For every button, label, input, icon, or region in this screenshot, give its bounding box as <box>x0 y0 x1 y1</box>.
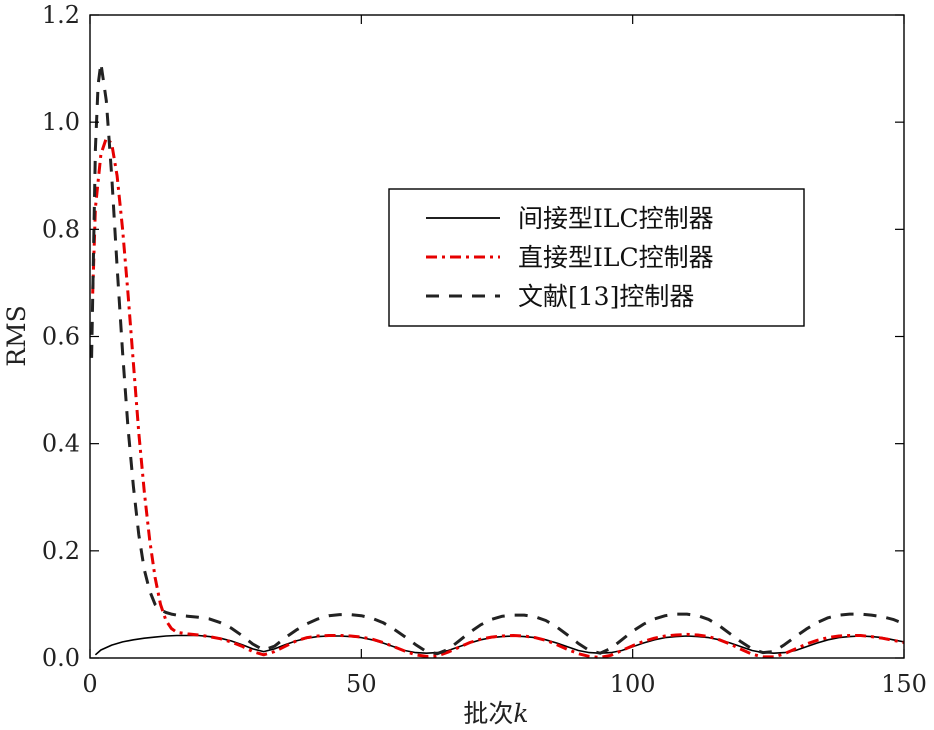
x-tick-label: 100 <box>610 670 656 698</box>
x-tick-label: 0 <box>82 670 97 698</box>
y-tick-label: 1.0 <box>42 108 80 136</box>
x-tick-label: 50 <box>346 670 377 698</box>
y-tick-label: 0.8 <box>42 215 80 243</box>
y-tick-label: 0.6 <box>42 323 80 351</box>
x-axis-title-text: 批次 <box>463 699 513 728</box>
legend-label-series-2: 直接型ILC控制器 <box>518 243 714 272</box>
series-line-2 <box>91 136 905 659</box>
legend-label-series-3: 文献[13]控制器 <box>518 282 694 311</box>
x-axis-title-variable: k <box>513 699 528 728</box>
y-axis-title: RMS <box>2 305 31 367</box>
legend-label-series-1: 间接型ILC控制器 <box>518 204 714 233</box>
y-tick-label: 1.2 <box>42 1 80 29</box>
y-tick-label: 0.2 <box>42 537 80 565</box>
y-tick-label: 0.0 <box>42 644 80 672</box>
series-layer <box>90 61 905 659</box>
y-tick-label: 0.4 <box>42 430 80 458</box>
ticks-layer <box>89 14 905 659</box>
x-axis-title: 批次k <box>463 699 528 728</box>
legend: 间接型ILC控制器 直接型ILC控制器 文献[13]控制器 <box>388 188 805 327</box>
x-tick-label: 150 <box>881 670 927 698</box>
tick-labels: 0 50 100 150 0.0 0.2 0.4 0.6 0.8 1.0 1.2 <box>42 1 927 698</box>
